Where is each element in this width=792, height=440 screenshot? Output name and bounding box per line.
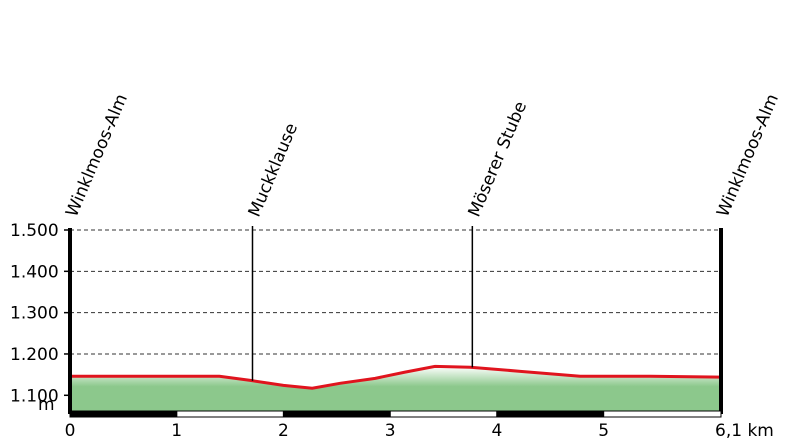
x-tick-label: 0: [65, 421, 76, 440]
scale-segment: [603, 410, 722, 418]
waypoint-label: Möserer Stube: [465, 99, 532, 220]
scale-segment: [389, 410, 498, 418]
y-tick-label: 1.200: [10, 345, 59, 365]
x-tick-label: 2: [278, 421, 289, 440]
x-tick-label: 1: [171, 421, 182, 440]
waypoint-label: Muckklause: [245, 120, 302, 220]
elevation-area: [70, 366, 721, 411]
y-tick-label: 1.400: [10, 262, 59, 282]
scale-segment: [69, 410, 178, 418]
x-tick-label: 6,1 km: [715, 421, 774, 440]
waypoint-label: Winklmoos-Alm: [713, 91, 783, 220]
scale-segment: [176, 410, 284, 418]
waypoint-label: Winklmoos-Alm: [62, 91, 132, 220]
scale-segment: [496, 410, 605, 418]
y-unit: m: [38, 395, 55, 415]
scale-segment: [282, 410, 391, 418]
y-tick-label: 1.100: [10, 386, 59, 406]
x-tick-label: 3: [385, 421, 396, 440]
x-tick-label: 5: [598, 421, 609, 440]
x-tick-label: 4: [491, 421, 502, 440]
elevation-line: [70, 364, 722, 390]
y-tick-label: 1.500: [10, 221, 59, 241]
y-tick-label: 1.300: [10, 304, 59, 324]
